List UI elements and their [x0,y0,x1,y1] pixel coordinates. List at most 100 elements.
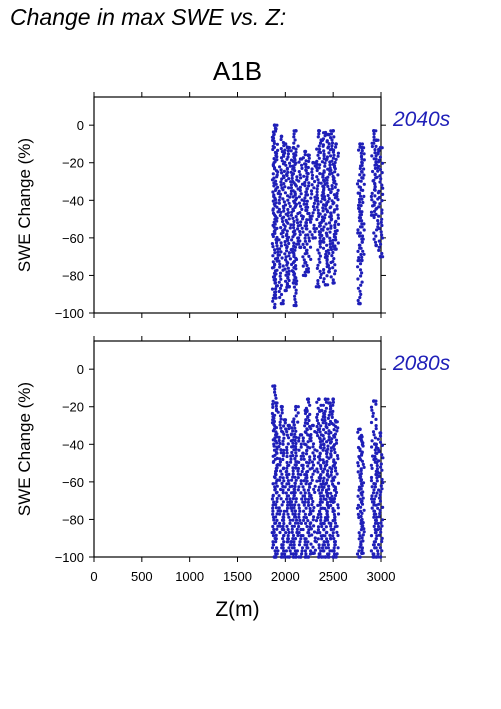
data-point [333,185,337,189]
data-point [292,273,296,277]
data-point [292,251,296,255]
data-point [317,166,321,170]
data-point [372,500,376,504]
data-point [274,481,278,485]
data-point [315,431,319,435]
data-point [271,164,275,168]
data-point [334,555,338,559]
data-point [318,172,322,176]
data-point [305,263,309,268]
data-point [356,277,360,281]
x-tick-label: 1500 [223,569,252,584]
data-point [359,283,363,287]
data-point [292,219,296,224]
data-point [334,157,338,161]
data-point [336,241,340,245]
data-point [311,451,315,455]
data-point [322,476,326,480]
data-point [271,254,275,258]
data-point [378,180,382,184]
data-point [287,463,291,467]
data-point [377,149,381,153]
data-point [333,475,337,479]
data-point [274,540,278,544]
data-point [325,440,329,444]
data-point [323,418,327,423]
data-point [327,484,331,488]
data-point [318,269,322,273]
data-point [285,475,289,480]
data-point [381,505,385,509]
data-point [274,238,278,242]
data-point [274,404,278,408]
data-point [359,155,364,159]
data-point [310,170,314,174]
data-point [336,481,341,485]
data-point [304,506,308,510]
data-point [274,396,278,400]
data-point [333,269,337,273]
data-point [374,243,379,248]
data-point [297,170,301,174]
data-point [272,475,277,479]
data-point [332,546,336,550]
data-point [377,450,381,454]
data-point [324,222,328,226]
data-point [271,493,275,497]
data-point [335,229,339,233]
data-point [303,424,307,428]
data-point [360,145,364,150]
data-point [374,144,378,148]
data-point [278,463,282,467]
data-point [374,503,378,507]
data-point [304,452,309,456]
data-point [289,432,293,436]
data-point [372,178,376,182]
data-point [299,192,303,196]
data-point [332,444,336,448]
data-point [372,129,376,133]
data-point [293,484,297,489]
data-point [372,231,376,235]
data-point [288,518,292,522]
data-point [332,176,336,180]
data-point [316,279,320,283]
data-point [298,540,302,544]
data-point [282,182,286,186]
data-point [319,497,323,501]
data-column [355,142,364,306]
data-point [291,145,296,150]
data-point [301,485,305,489]
data-point [359,487,363,491]
data-point [283,267,287,271]
data-point [380,518,385,522]
data-point [277,506,281,510]
data-point [325,463,329,467]
data-point [322,225,326,229]
data-point [271,234,275,239]
data-point [298,245,303,250]
data-point [286,149,290,153]
data-point [312,506,316,510]
data-point [311,211,315,215]
data-point [291,497,295,501]
data-point [272,448,277,452]
data-point [361,521,365,525]
data-point [296,488,300,492]
data-point [291,518,295,522]
data-point [280,159,284,163]
y-tick-label: −100 [55,550,84,565]
data-point [300,198,304,202]
data-point [310,183,314,187]
data-point [360,157,364,161]
data-point [279,487,283,492]
data-point [370,506,374,510]
data-point [324,203,329,207]
data-point [282,206,286,210]
data-point [299,521,303,526]
data-point [327,132,331,137]
data-point [317,546,321,550]
data-point [377,214,381,218]
data-point [328,242,332,246]
data-point [326,540,330,544]
